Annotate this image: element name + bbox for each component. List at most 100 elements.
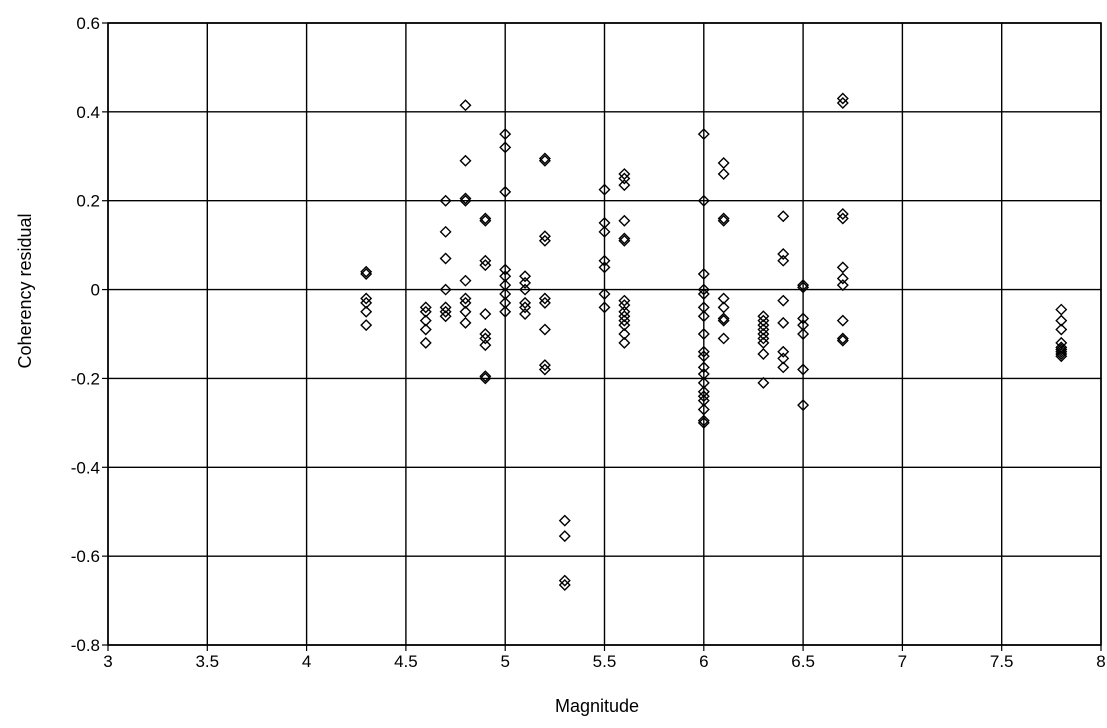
data-point	[479, 370, 492, 383]
data-point	[618, 172, 631, 185]
data-point	[439, 194, 452, 207]
data-point	[558, 574, 571, 587]
data-point	[697, 194, 710, 207]
data-point	[419, 305, 432, 318]
data-point	[717, 314, 730, 327]
data-point	[618, 214, 631, 227]
data-point	[717, 312, 730, 325]
data-point	[717, 214, 730, 227]
data-point	[360, 296, 373, 309]
data-point	[439, 305, 452, 318]
data-point	[479, 339, 492, 352]
data-point	[499, 141, 512, 154]
data-point	[459, 296, 472, 309]
data-point	[499, 185, 512, 198]
data-point	[538, 234, 551, 247]
data-point	[836, 332, 849, 345]
data-point	[1055, 343, 1068, 356]
data-point	[1055, 348, 1068, 360]
x-tick-label: 6	[699, 652, 708, 671]
data-point	[618, 299, 631, 312]
data-point	[538, 292, 551, 305]
data-point	[479, 372, 492, 385]
x-tick-label: 6.5	[791, 652, 815, 671]
data-point	[479, 332, 492, 345]
data-point	[499, 296, 512, 309]
data-points	[360, 92, 1068, 592]
data-point	[618, 319, 631, 332]
data-point	[419, 314, 432, 327]
data-point	[419, 323, 432, 336]
data-point	[697, 350, 710, 363]
data-point	[757, 319, 770, 332]
data-point	[479, 259, 492, 272]
data-point	[360, 292, 373, 305]
data-point	[459, 292, 472, 305]
data-point	[439, 283, 452, 296]
data-point	[519, 276, 532, 289]
data-point	[479, 254, 492, 267]
data-point	[499, 305, 512, 318]
data-point	[777, 210, 790, 223]
data-point	[598, 183, 611, 196]
data-point	[558, 514, 571, 527]
data-point	[598, 301, 611, 314]
data-point	[499, 128, 512, 141]
data-point	[836, 334, 849, 347]
x-tick-label: 7	[898, 652, 907, 671]
data-point	[459, 99, 472, 112]
y-tick-label: -0.6	[71, 547, 100, 566]
x-axis-label: Magnitude	[555, 696, 639, 716]
grid	[107, 22, 1102, 646]
data-point	[697, 301, 710, 314]
data-point	[598, 216, 611, 229]
data-point	[1055, 323, 1068, 336]
data-point	[558, 530, 571, 543]
data-point	[797, 312, 810, 325]
data-point	[717, 301, 730, 314]
data-point	[360, 305, 373, 318]
y-tick-label: 0.4	[76, 103, 100, 122]
x-tick-label: 3.5	[195, 652, 219, 671]
x-axis-ticks: 3 3.5 4 4.5 5 5.5 6 6.5 7 7.5 8	[103, 645, 1106, 671]
data-point	[439, 225, 452, 238]
x-tick-label: 7.5	[990, 652, 1014, 671]
data-point	[717, 212, 730, 225]
data-point	[697, 288, 710, 301]
data-point	[419, 301, 432, 314]
data-point	[618, 328, 631, 340]
data-point	[538, 152, 551, 165]
data-point	[697, 385, 710, 398]
data-point	[797, 399, 810, 412]
data-point	[757, 328, 770, 340]
data-point	[697, 345, 710, 358]
data-point	[459, 194, 472, 207]
data-point	[459, 154, 472, 167]
data-point	[836, 279, 849, 292]
data-point	[499, 288, 512, 301]
data-point	[757, 348, 770, 360]
data-point	[836, 212, 849, 225]
data-point	[836, 96, 849, 109]
y-tick-label: -0.2	[71, 369, 100, 388]
y-tick-label: -0.4	[71, 458, 100, 477]
x-tick-label: 5	[500, 652, 509, 671]
data-point	[1055, 314, 1068, 327]
data-point	[538, 323, 551, 336]
data-point	[519, 283, 532, 296]
data-point	[697, 376, 710, 389]
data-point	[777, 294, 790, 307]
data-point	[618, 234, 631, 247]
y-axis-label: Coherency residual	[15, 213, 35, 368]
data-point	[1055, 350, 1068, 363]
data-point	[1055, 341, 1068, 354]
data-point	[836, 272, 849, 285]
data-point	[797, 363, 810, 376]
data-point	[777, 254, 790, 267]
data-point	[360, 265, 373, 278]
data-point	[499, 263, 512, 276]
data-point	[697, 367, 710, 380]
data-point	[717, 168, 730, 181]
y-tick-label: -0.8	[71, 636, 100, 655]
data-point	[777, 345, 790, 358]
